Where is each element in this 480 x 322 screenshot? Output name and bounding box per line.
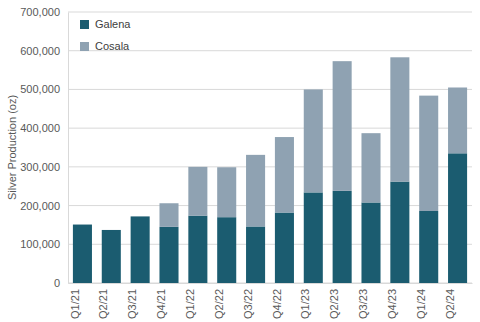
tick-label: 100,000 — [20, 238, 60, 250]
bar — [188, 216, 207, 283]
chart: 0 100,000 200,000 300,000 400,000 500,000 600,… — [0, 0, 480, 322]
tick-label: Q1/23 — [299, 289, 311, 319]
tick: 600,000 — [20, 45, 68, 57]
bar — [73, 225, 92, 283]
tick-label: Q2/23 — [328, 289, 340, 319]
tick: Q4/21 — [155, 283, 169, 319]
grid — [68, 12, 472, 283]
tick: Q4/23 — [386, 283, 400, 319]
legend-label: Cosala — [95, 40, 130, 52]
bar — [361, 133, 380, 202]
tick: Q4/22 — [271, 283, 285, 319]
bar — [333, 191, 352, 283]
x-axis: Q1/21 Q2/21 Q3/21 Q4/21 Q1/22 Q2/22 Q3/22 Q4/22… — [69, 283, 473, 319]
bar — [304, 192, 323, 283]
series-1 — [159, 57, 467, 227]
bar — [419, 211, 438, 283]
tick-label: Q1/24 — [415, 289, 427, 319]
tick-label: 500,000 — [20, 83, 60, 95]
bars — [73, 57, 467, 283]
tick-label: Q2/24 — [444, 289, 456, 319]
grid-line — [68, 89, 472, 90]
tick-label: 600,000 — [20, 45, 60, 57]
tick-label: Q4/22 — [271, 289, 283, 319]
grid-line — [68, 12, 472, 13]
tick: 400,000 — [20, 122, 68, 134]
tick: 200,000 — [20, 200, 68, 212]
tick: Q3/22 — [242, 283, 256, 319]
tick-label: Q1/21 — [69, 289, 81, 319]
tick: 500,000 — [20, 83, 68, 95]
tick: Q3/23 — [357, 283, 371, 319]
tick-label: Q4/23 — [386, 289, 398, 319]
axis-line — [68, 13, 69, 284]
y-axis: 0 100,000 200,000 300,000 400,000 500,000 600,… — [20, 6, 68, 289]
axis-line — [69, 283, 473, 284]
bar — [246, 226, 265, 283]
legend-item: Galena — [80, 18, 131, 30]
grid-line — [68, 283, 472, 284]
bar — [333, 61, 352, 191]
tick-label: 700,000 — [20, 6, 60, 18]
tick: Q2/23 — [328, 283, 342, 319]
bar — [159, 203, 178, 227]
tick-label: Q1/22 — [184, 289, 196, 319]
bar — [275, 137, 294, 212]
grid-line — [68, 205, 472, 206]
tick-label: Q2/22 — [213, 289, 225, 319]
bar — [448, 87, 467, 153]
tick-label: 200,000 — [20, 200, 60, 212]
tick: 700,000 — [20, 6, 68, 18]
grid-line — [68, 166, 472, 167]
legend: Galena Cosala — [80, 18, 131, 52]
y-axis-title: Silver Production (oz) — [6, 95, 18, 200]
tick: 300,000 — [20, 161, 68, 173]
tick-label: Q3/22 — [242, 289, 254, 319]
tick: Q1/23 — [299, 283, 313, 319]
tick-label: Q4/21 — [155, 289, 167, 319]
bar — [102, 229, 121, 230]
legend-swatch — [80, 20, 89, 29]
tick-label: Q3/21 — [126, 289, 138, 319]
bar — [419, 96, 438, 211]
plot: 0 100,000 200,000 300,000 400,000 500,000 600,… — [20, 6, 472, 319]
bar — [188, 167, 207, 216]
tick: 0 — [54, 277, 68, 289]
bar — [390, 182, 409, 283]
bar — [217, 167, 236, 217]
bar — [131, 216, 150, 283]
bar — [73, 224, 92, 225]
bar — [390, 57, 409, 181]
bar — [131, 216, 150, 217]
bar — [361, 202, 380, 283]
bar — [217, 217, 236, 283]
tick: Q1/21 — [69, 283, 83, 319]
tick: Q1/22 — [184, 283, 198, 319]
tick-label: 0 — [54, 277, 60, 289]
bar — [102, 230, 121, 283]
grid-line — [68, 244, 472, 245]
bar — [246, 155, 265, 227]
bar — [304, 89, 323, 192]
bar — [448, 153, 467, 283]
bar — [159, 227, 178, 283]
tick: Q2/24 — [444, 283, 458, 319]
grid-line — [68, 128, 472, 129]
tick-label: 400,000 — [20, 122, 60, 134]
tick: Q2/22 — [213, 283, 227, 319]
legend-swatch — [80, 42, 89, 51]
tick: Q3/21 — [126, 283, 140, 319]
tick: Q1/24 — [415, 283, 429, 319]
tick: Q2/21 — [97, 283, 111, 319]
tick-label: 300,000 — [20, 161, 60, 173]
tick-label: Q3/23 — [357, 289, 369, 319]
tick: 100,000 — [20, 238, 68, 250]
bar — [275, 213, 294, 283]
legend-item: Cosala — [80, 40, 130, 52]
legend-label: Galena — [95, 18, 131, 30]
tick-label: Q2/21 — [97, 289, 109, 319]
